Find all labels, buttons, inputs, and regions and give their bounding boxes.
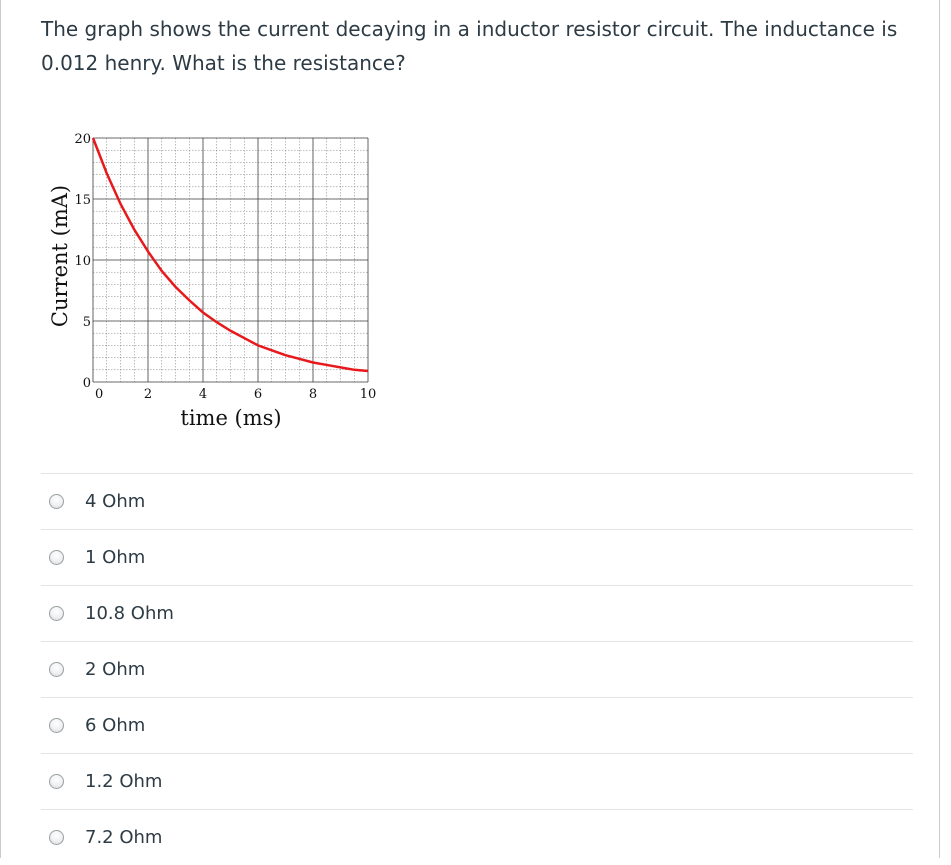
answer-list: 4 Ohm 1 Ohm 10.8 Ohm 2 Ohm 6 Ohm 1.2 Ohm…: [41, 473, 913, 865]
y-tick-label: 20: [74, 132, 91, 147]
x-tick-label: 8: [309, 387, 317, 402]
answer-label[interactable]: 10.8 Ohm: [85, 603, 174, 624]
answer-label[interactable]: 1.2 Ohm: [85, 771, 163, 792]
radio-button[interactable]: [49, 662, 64, 677]
answer-label[interactable]: 7.2 Ohm: [85, 827, 163, 848]
answer-option[interactable]: 4 Ohm: [41, 473, 913, 529]
answer-option[interactable]: 1 Ohm: [41, 529, 913, 585]
y-tick-label: 10: [74, 254, 91, 269]
answer-option[interactable]: 6 Ohm: [41, 697, 913, 753]
x-tick-label: 10: [360, 387, 377, 402]
x-tick-label: 2: [144, 387, 152, 402]
radio-button[interactable]: [49, 494, 64, 509]
radio-button[interactable]: [49, 774, 64, 789]
radio-button[interactable]: [49, 718, 64, 733]
radio-button[interactable]: [49, 550, 64, 565]
grid-major: [92, 137, 369, 383]
x-axis-label: time (ms): [180, 406, 281, 430]
answer-label[interactable]: 4 Ohm: [85, 491, 146, 512]
y-tick-label: 0: [83, 376, 91, 391]
y-axis-label: Current (mA): [48, 185, 72, 327]
x-tick-label: 4: [199, 387, 207, 402]
question-text: The graph shows the current decaying in …: [41, 17, 898, 75]
x-tick-label: 6: [254, 387, 262, 402]
answer-option[interactable]: 2 Ohm: [41, 641, 913, 697]
answer-label[interactable]: 6 Ohm: [85, 715, 146, 736]
y-tick-label: 5: [83, 315, 91, 330]
answer-option[interactable]: 10.8 Ohm: [41, 585, 913, 641]
tick-labels: 0 5 10 15 20 0 2 4 6 8 10: [74, 132, 376, 402]
answer-label[interactable]: 2 Ohm: [85, 659, 146, 680]
decay-curve-line: [91, 137, 369, 373]
y-tick-label: 15: [74, 193, 91, 208]
radio-button[interactable]: [49, 606, 64, 621]
answer-label[interactable]: 1 Ohm: [85, 547, 146, 568]
answer-option[interactable]: 1.2 Ohm: [41, 753, 913, 809]
answer-option[interactable]: 7.2 Ohm: [41, 809, 913, 865]
x-tick-label: 0: [95, 387, 103, 402]
radio-button[interactable]: [49, 830, 64, 845]
current-decay-chart: 0 5 10 15 20 0 2 4 6 8 10 time (ms) Current (mA): [48, 132, 376, 430]
